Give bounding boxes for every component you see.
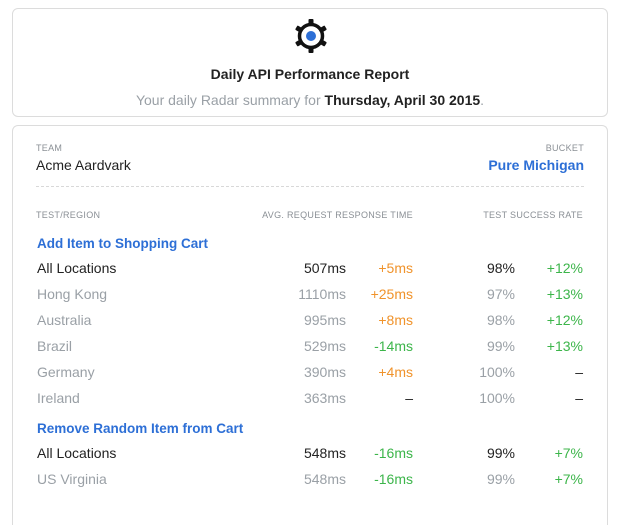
bucket-link[interactable]: Pure Michigan: [488, 157, 584, 173]
region-cell: Ireland: [37, 390, 80, 406]
summary-date: Thursday, April 30 2015: [324, 92, 481, 108]
success-delta-cell: +12%: [546, 260, 583, 276]
table-row: US Virginia 548ms -16ms 99% +7%: [13, 471, 607, 491]
table-row: Brazil 529ms -14ms 99% +13%: [13, 338, 607, 358]
success-delta-cell: –: [575, 364, 583, 380]
response-time-cell: 390ms: [303, 364, 346, 380]
response-time-cell: 1110ms: [298, 286, 346, 302]
success-rate-cell: 100%: [479, 390, 515, 406]
region-cell: All Locations: [37, 445, 117, 461]
region-cell: All Locations: [37, 260, 117, 276]
region-cell: Australia: [37, 312, 92, 328]
table-row: All Locations 548ms -16ms 99% +7%: [13, 445, 607, 465]
success-delta-cell: +12%: [546, 312, 583, 328]
response-delta-cell: +25ms: [370, 286, 413, 302]
response-delta-cell: +4ms: [378, 364, 413, 380]
team-label: TEAM: [36, 143, 63, 153]
success-rate-cell: 99%: [486, 471, 515, 487]
response-delta-cell: -16ms: [374, 445, 413, 461]
success-delta-cell: +13%: [546, 338, 583, 354]
summary-suffix: .: [480, 92, 485, 108]
table-row: Hong Kong 1110ms +25ms 97% +13%: [13, 286, 607, 306]
col-header-test-region: TEST/REGION: [36, 210, 101, 220]
table-row: Australia 995ms +8ms 98% +12%: [13, 312, 607, 332]
success-rate-cell: 98%: [486, 312, 515, 328]
region-cell: Germany: [37, 364, 95, 380]
response-delta-cell: +5ms: [378, 260, 413, 276]
report-header-card: Daily API Performance Report Your daily …: [12, 8, 608, 117]
report-summary: Your daily Radar summary for Thursday, A…: [13, 92, 607, 108]
response-delta-cell: -14ms: [374, 338, 413, 354]
response-time-cell: 548ms: [303, 471, 346, 487]
success-delta-cell: –: [575, 390, 583, 406]
region-cell: US Virginia: [37, 471, 107, 487]
table-row: Germany 390ms +4ms 100% –: [13, 364, 607, 384]
col-header-response-time: AVG. REQUEST RESPONSE TIME: [262, 210, 413, 220]
success-delta-cell: +13%: [546, 286, 583, 302]
col-header-success-rate: TEST SUCCESS RATE: [483, 210, 583, 220]
bucket-label: BUCKET: [545, 143, 584, 153]
response-time-cell: 529ms: [303, 338, 346, 354]
success-delta-cell: +7%: [554, 445, 583, 461]
response-delta-cell: -16ms: [374, 471, 413, 487]
table-row: All Locations 507ms +5ms 98% +12%: [13, 260, 607, 280]
response-delta-cell: +8ms: [378, 312, 413, 328]
response-time-cell: 507ms: [303, 260, 346, 276]
summary-prefix: Your daily Radar summary for: [135, 92, 321, 108]
team-name: Acme Aardvark: [36, 157, 131, 173]
report-title: Daily API Performance Report: [210, 66, 410, 82]
response-time-cell: 995ms: [303, 312, 346, 328]
test-group-title[interactable]: Remove Random Item from Cart: [37, 421, 244, 436]
success-delta-cell: +7%: [554, 471, 583, 487]
gear-radar-icon: [295, 19, 327, 53]
success-rate-cell: 100%: [479, 364, 515, 380]
region-cell: Hong Kong: [37, 286, 108, 302]
success-rate-cell: 98%: [486, 260, 515, 276]
response-time-cell: 363ms: [303, 390, 346, 406]
success-rate-cell: 97%: [486, 286, 515, 302]
success-rate-cell: 99%: [486, 338, 515, 354]
response-delta-cell: –: [405, 390, 413, 406]
response-time-cell: 548ms: [303, 445, 346, 461]
region-cell: Brazil: [37, 338, 73, 354]
success-rate-cell: 99%: [486, 445, 515, 461]
section-divider: [36, 186, 584, 187]
test-group-title[interactable]: Add Item to Shopping Cart: [37, 236, 208, 251]
report-body-card: TEAM BUCKET Acme Aardvark Pure Michigan …: [12, 125, 608, 525]
table-row: Ireland 363ms – 100% –: [13, 390, 607, 410]
